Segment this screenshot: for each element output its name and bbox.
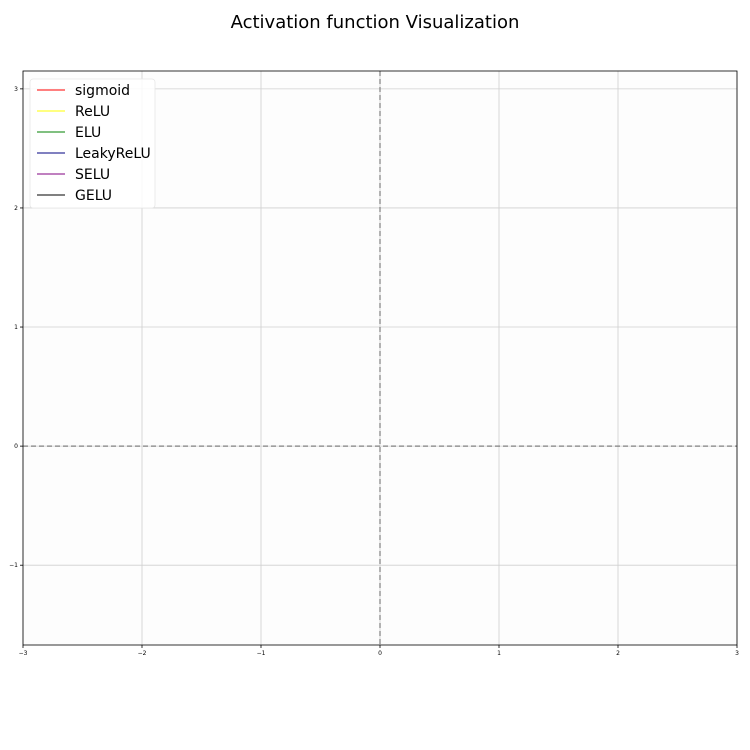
- legend-label-elu: ELU: [75, 125, 101, 141]
- y-tick-label: −1: [9, 562, 18, 569]
- legend-label-leakyrelu: LeakyReLU: [75, 146, 151, 162]
- x-tick-label: 1: [497, 650, 501, 657]
- chart-title: Activation function Visualization: [231, 12, 520, 33]
- x-tick-label: 2: [616, 650, 620, 657]
- legend-label-relu: ReLU: [75, 104, 110, 120]
- legend-label-gelu: GELU: [75, 188, 112, 204]
- y-tick-label: 0: [14, 443, 18, 450]
- x-tick-label: 0: [378, 650, 382, 657]
- y-tick-label: 2: [14, 205, 18, 212]
- legend-label-selu: SELU: [75, 167, 110, 183]
- x-tick-label: 3: [735, 650, 739, 657]
- axis-ticks: −3 −2 −1 0 1 2 3 −1 0 1 2 3: [9, 86, 739, 657]
- x-tick-label: −1: [257, 650, 266, 657]
- y-tick-label: 1: [14, 324, 18, 331]
- x-tick-label: −2: [138, 650, 147, 657]
- y-tick-label: 3: [14, 86, 18, 93]
- reference-lines: [23, 71, 737, 645]
- legend-items: sigmoid ReLU ELU LeakyReLU SELU GELU: [37, 83, 151, 204]
- legend-label-sigmoid: sigmoid: [75, 83, 130, 99]
- x-tick-label: −3: [19, 650, 28, 657]
- legend: sigmoid ReLU ELU LeakyReLU SELU GELU: [29, 78, 156, 209]
